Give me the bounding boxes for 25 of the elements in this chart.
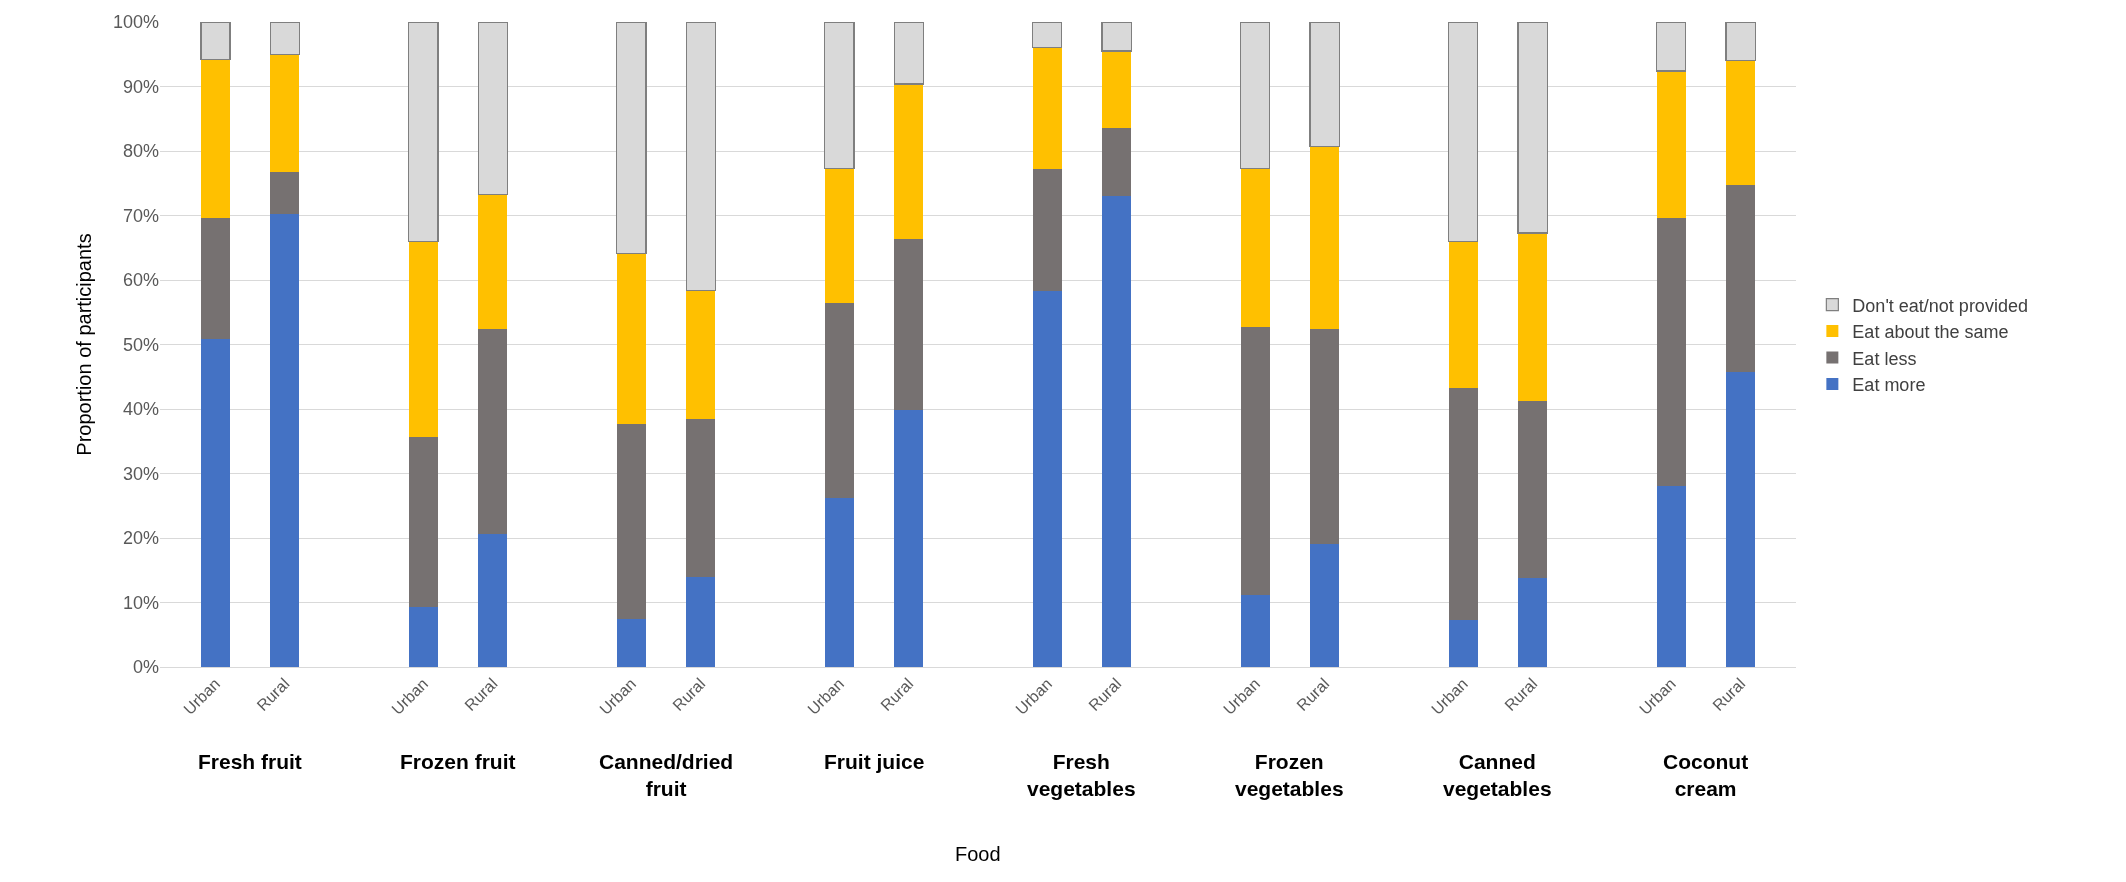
legend-label: Eat less (1852, 348, 1917, 369)
text: Frozen vegetables (1235, 750, 1344, 801)
y-tick-label: 30% (122, 463, 159, 484)
text: Coconut cream (1663, 750, 1749, 801)
text: Food (955, 843, 1001, 865)
y-tick-label: 80% (122, 141, 159, 162)
y-tick-label: 50% (122, 334, 159, 355)
text: Fresh fruit (198, 750, 302, 773)
y-tick-label: 100% (112, 12, 159, 33)
y-tick-label: 90% (122, 76, 159, 97)
legend-label: Eat more (1852, 374, 1926, 395)
y-tick-label: 10% (122, 592, 159, 613)
y-tick-label: 40% (122, 399, 159, 420)
y-tick-label: 70% (122, 205, 159, 226)
legend-label: Don't eat/not provided (1852, 295, 2028, 316)
y-tick-label: 0% (132, 657, 159, 678)
text: Canned vegetables (1443, 750, 1552, 801)
text: Fruit juice (824, 750, 925, 773)
text: Fresh vegetables (1027, 750, 1136, 801)
legend-label: Eat about the same (1852, 322, 2009, 343)
y-axis-title: Proportion of participants (73, 233, 96, 456)
y-tick-label: 60% (122, 270, 159, 291)
text: Frozen fruit (400, 750, 516, 773)
text: Canned/dried fruit (599, 750, 734, 801)
y-tick-label: 20% (122, 528, 159, 549)
